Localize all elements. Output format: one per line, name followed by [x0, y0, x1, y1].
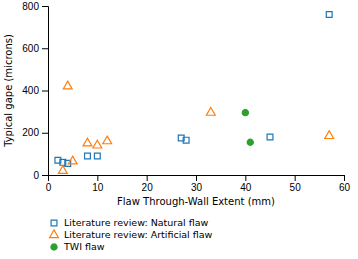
tick-mark: [42, 48, 48, 49]
tick: 60: [339, 175, 351, 193]
point: [206, 108, 215, 116]
point: [83, 138, 92, 146]
tick: 30: [191, 175, 203, 193]
legend-item: TWI flaw: [51, 241, 105, 252]
x-axis-title: Flaw Through-Wall Extent (mm): [117, 196, 275, 207]
tick: 800: [22, 1, 48, 12]
series: [55, 12, 332, 167]
legend-label: TWI flaw: [63, 241, 105, 252]
tick-label: 50: [290, 182, 302, 193]
axis-line: [49, 176, 345, 182]
tick-label: 200: [22, 127, 39, 138]
tick-mark: [42, 6, 48, 7]
tick: 200: [22, 127, 48, 138]
tick-mark: [147, 175, 148, 181]
tick: 10: [92, 175, 104, 193]
legend: Literature review: Natural flawLiteratur…: [50, 217, 213, 252]
tick-label: 60: [339, 182, 351, 193]
legend-symbol: [50, 230, 59, 238]
tick: 600: [22, 43, 48, 54]
tick-mark: [295, 175, 296, 181]
y-axis: 0 200 400 600 800: [22, 1, 48, 181]
tick-label: 30: [191, 182, 203, 193]
point: [93, 140, 102, 148]
legend-symbol: [51, 244, 57, 250]
point: [325, 131, 334, 139]
chart: 01020304050600200400600800Flaw Through-W…: [0, 0, 358, 259]
legend-item: Literature review: Artificial flaw: [50, 229, 213, 240]
y-axis-title: Typical gape (microns): [3, 34, 14, 148]
tick-mark: [196, 175, 197, 181]
tick-label: 400: [22, 85, 39, 96]
tick-mark: [42, 133, 48, 134]
tick-mark: [42, 91, 48, 92]
legend-item: Literature review: Natural flaw: [51, 217, 208, 228]
tick-mark: [42, 175, 48, 176]
legend-label: Literature review: Artificial flaw: [64, 229, 213, 240]
tick: 40: [240, 175, 252, 193]
legend-label: Literature review: Natural flaw: [64, 217, 209, 228]
tick-label: 40: [240, 182, 252, 193]
tick-mark: [245, 175, 246, 181]
point: [63, 81, 72, 89]
tick-mark: [97, 175, 98, 181]
point: [103, 136, 112, 144]
tick: 20: [142, 175, 154, 193]
legend-symbol: [51, 220, 57, 226]
tick: 0: [33, 170, 48, 181]
point: [267, 134, 273, 140]
series: [242, 110, 253, 146]
plot: 01020304050600200400600800: [22, 1, 350, 193]
tick-label: 600: [22, 43, 39, 54]
point: [94, 153, 100, 159]
series: [58, 81, 333, 173]
point: [242, 110, 248, 116]
point: [247, 139, 253, 145]
tick-mark: [344, 175, 345, 181]
tick-label: 0: [33, 170, 39, 181]
points: [55, 12, 334, 174]
tick: 0: [46, 175, 52, 193]
tick-label: 0: [46, 182, 52, 193]
tick-label: 20: [142, 182, 154, 193]
point: [58, 166, 67, 174]
tick: 400: [22, 85, 48, 96]
point: [183, 137, 189, 143]
point: [326, 12, 332, 18]
point: [85, 153, 91, 159]
x-axis: 0 10 20 30 40 50 60: [46, 175, 351, 193]
point: [68, 156, 77, 164]
tick-label: 800: [22, 1, 39, 12]
tick: 50: [290, 175, 302, 193]
tick-label: 10: [92, 182, 104, 193]
axis-line: [42, 7, 49, 176]
